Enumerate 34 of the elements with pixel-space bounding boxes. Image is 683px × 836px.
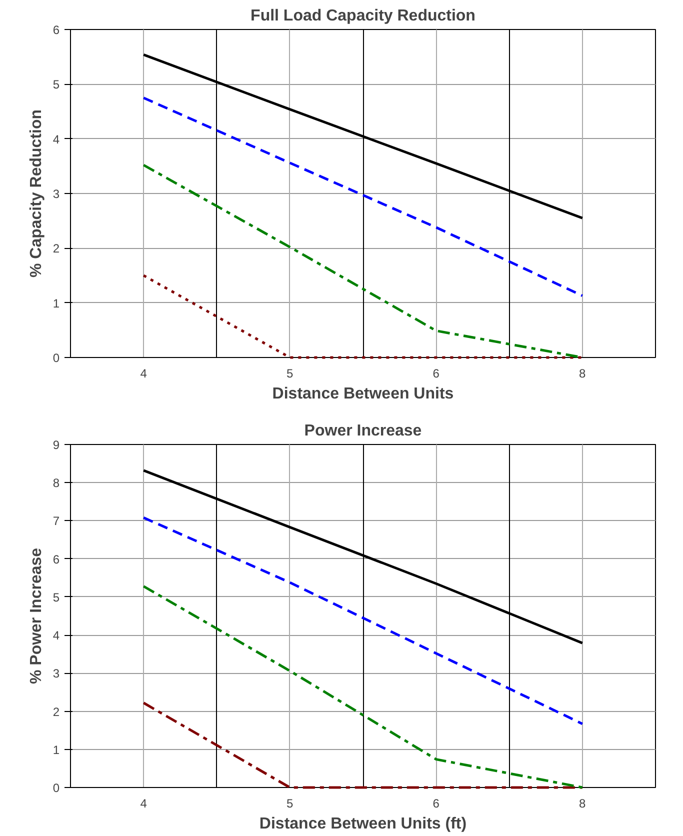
line-series [142,96,584,297]
y-tick-label: 3 [52,666,60,681]
y-tick-label: 3 [52,187,60,201]
x-axis-title: Distance Between Units (ft) [259,816,467,832]
x-tick-label: 6 [432,366,440,380]
x-tick-label: 8 [579,796,586,810]
y-tick-label: 2 [52,242,60,256]
line-series [142,585,584,789]
y-tick-label: 4 [52,132,60,146]
chart-title: Full Load Capacity Reduction [250,8,476,24]
y-tick-label: 0 [52,351,60,365]
y-tick-label: 6 [52,23,60,37]
x-tick-label: 6 [432,796,440,810]
x-tick-label: 8 [579,366,586,380]
y-tick-label: 5 [52,590,60,604]
y-tick-label: 4 [52,628,60,643]
x-tick-label: 4 [140,796,148,810]
y-tick-label: 1 [52,296,60,310]
line-series [142,516,584,726]
y-tick-label: 8 [52,476,60,490]
x-tick-label: 5 [286,796,294,810]
x-axis-title: Distance Between Units [272,386,454,402]
x-tick-label: 5 [286,366,294,380]
y-tick-label: 0 [52,781,60,795]
y-tick-label: 1 [52,742,60,757]
y-tick-label: 9 [52,438,60,452]
y-tick-label: 6 [52,552,60,566]
y-axis-title: % Power Increase [28,548,45,684]
x-tick-label: 4 [140,366,148,380]
chart-title: Power Increase [304,422,422,440]
y-tick-label: 7 [52,514,60,528]
y-axis-title: % Capacity Reduction [28,109,45,278]
y-tick-label: 2 [52,704,60,719]
y-tick-label: 5 [52,78,60,92]
